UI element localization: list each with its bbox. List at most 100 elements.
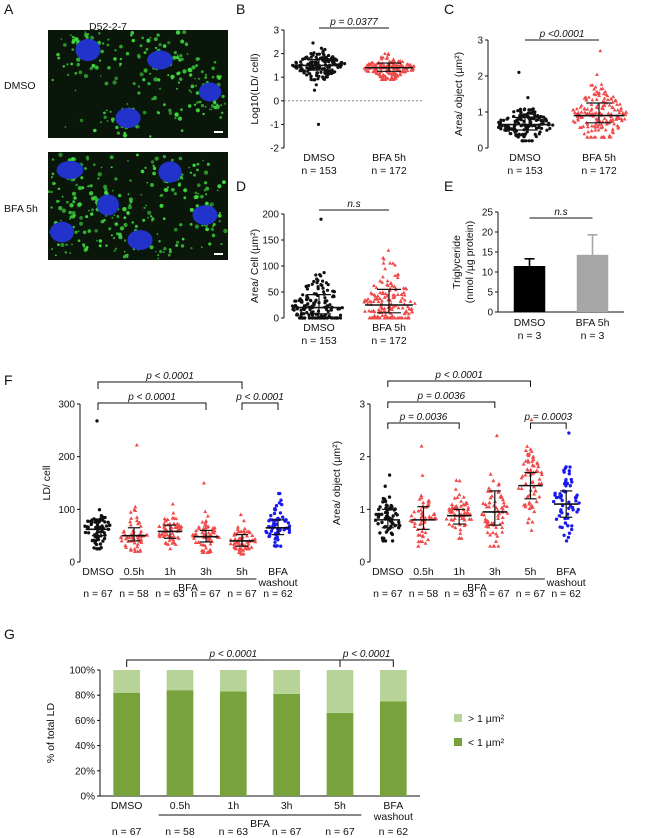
data-point xyxy=(171,521,176,526)
data-point xyxy=(242,530,247,535)
data-point xyxy=(253,539,258,544)
lipid-droplet xyxy=(196,101,199,104)
data-point xyxy=(523,502,528,507)
data-point xyxy=(321,279,325,283)
data-point xyxy=(279,498,283,502)
data-point xyxy=(326,304,330,308)
lipid-droplet xyxy=(69,203,74,208)
data-point xyxy=(571,119,576,123)
data-point xyxy=(409,63,413,68)
data-point xyxy=(531,463,536,468)
data-point xyxy=(239,547,244,551)
lipid-droplet xyxy=(72,225,76,229)
lipid-droplet xyxy=(74,37,79,42)
data-point xyxy=(500,525,505,529)
data-point xyxy=(613,98,618,102)
lipid-droplet xyxy=(119,65,121,67)
data-point xyxy=(376,316,381,320)
lipid-droplet xyxy=(73,196,77,200)
data-point xyxy=(554,517,559,521)
lipid-droplet xyxy=(205,193,208,196)
lipid-droplet xyxy=(86,158,89,161)
data-point xyxy=(200,530,205,535)
data-point xyxy=(516,109,520,113)
data-point xyxy=(322,67,326,71)
data-point xyxy=(389,71,394,76)
data-point xyxy=(310,282,314,286)
data-point xyxy=(535,460,540,465)
data-point xyxy=(383,497,387,501)
lipid-droplet xyxy=(223,228,228,234)
lipid-droplet xyxy=(84,31,87,34)
lipid-droplet xyxy=(83,32,89,38)
lipid-droplet xyxy=(105,109,108,112)
data-point xyxy=(614,117,619,121)
data-point xyxy=(315,61,319,65)
data-point xyxy=(162,525,167,529)
data-point xyxy=(564,478,568,482)
data-point xyxy=(521,462,526,466)
lipid-droplet xyxy=(85,215,89,219)
lipid-droplet xyxy=(72,200,76,204)
data-point xyxy=(605,93,610,98)
data-point xyxy=(386,248,391,252)
lipid-droplet xyxy=(123,250,126,253)
data-point xyxy=(398,298,403,303)
data-point xyxy=(378,279,382,283)
data-point xyxy=(525,130,529,134)
data-point xyxy=(412,301,417,305)
x-category-label: DMSO xyxy=(303,322,335,334)
data-point xyxy=(238,529,243,534)
lipid-droplet xyxy=(218,220,221,223)
lipid-droplet xyxy=(108,227,112,231)
data-point xyxy=(589,83,593,87)
data-point xyxy=(375,71,379,75)
n-label: n = 58 xyxy=(409,588,439,600)
data-point xyxy=(530,459,535,463)
data-point xyxy=(313,300,317,304)
data-point xyxy=(312,88,317,92)
x-category-label-line2: washout xyxy=(373,811,413,823)
data-point xyxy=(423,515,428,520)
p-value-label: p < 0.0001 xyxy=(209,649,258,660)
data-point xyxy=(534,118,539,122)
data-point xyxy=(385,282,390,286)
lipid-droplet xyxy=(82,230,87,235)
data-point xyxy=(540,126,544,130)
data-point xyxy=(332,289,336,293)
data-point xyxy=(319,46,323,50)
lipid-droplet xyxy=(89,184,93,188)
lipid-droplet xyxy=(119,226,125,231)
stacked-bar-segment xyxy=(113,692,140,796)
lipid-droplet xyxy=(84,74,88,78)
n-label: n = 153 xyxy=(301,335,336,347)
data-point xyxy=(193,531,198,536)
lipid-droplet xyxy=(61,208,66,213)
lipid-droplet xyxy=(218,211,221,214)
data-point xyxy=(544,119,549,123)
data-point xyxy=(291,307,295,311)
data-point xyxy=(384,530,389,534)
stacked-bar-segment xyxy=(380,670,407,702)
lipid-droplet xyxy=(140,193,143,196)
data-point xyxy=(412,509,417,514)
lipid-droplet xyxy=(90,35,95,40)
data-point xyxy=(568,465,572,469)
data-point xyxy=(409,513,414,518)
lipid-droplet xyxy=(91,63,96,68)
data-point xyxy=(305,296,309,300)
lipid-droplet xyxy=(71,35,75,39)
data-point xyxy=(548,126,552,131)
lipid-droplet xyxy=(123,131,127,135)
lipid-droplet xyxy=(98,244,102,248)
data-point xyxy=(381,77,386,81)
data-point xyxy=(523,448,528,452)
lipid-droplet xyxy=(58,152,63,157)
lipid-droplet xyxy=(196,168,199,172)
panel-f-area-per-object-chart: 0 1 2 3 Area/ object (µm²) DMSO n = 67 0.5h n = … xyxy=(331,370,586,600)
data-point xyxy=(315,52,319,57)
lipid-droplet xyxy=(200,246,203,249)
lipid-droplet xyxy=(147,210,152,215)
data-point xyxy=(525,467,530,471)
lipid-droplet xyxy=(141,36,145,40)
